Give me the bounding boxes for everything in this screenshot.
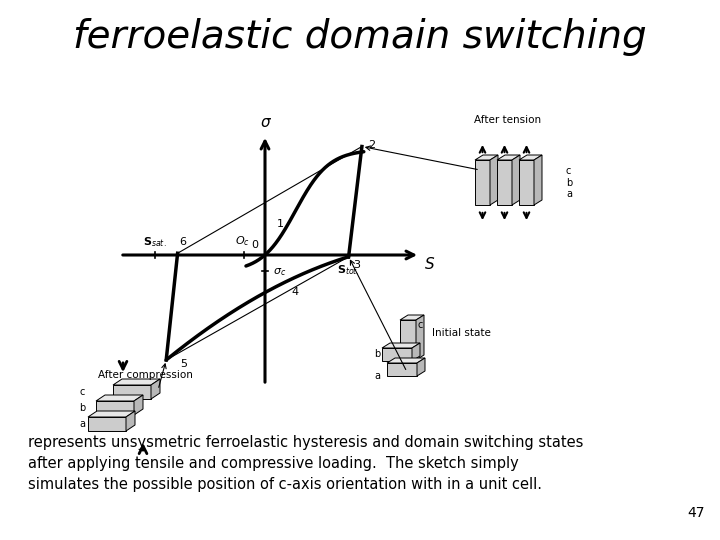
- Polygon shape: [387, 358, 425, 363]
- Text: 6: 6: [179, 237, 186, 247]
- Text: represents unsysmetric ferroelastic hysteresis and domain switching states
after: represents unsysmetric ferroelastic hyst…: [28, 435, 583, 492]
- Polygon shape: [382, 343, 420, 348]
- Text: 3: 3: [354, 260, 361, 270]
- Text: c: c: [417, 320, 423, 330]
- Polygon shape: [512, 155, 520, 205]
- Text: Initial state: Initial state: [432, 328, 491, 338]
- Text: ferroelastic domain switching: ferroelastic domain switching: [73, 18, 647, 56]
- Polygon shape: [534, 155, 542, 205]
- Polygon shape: [497, 160, 512, 205]
- Text: b: b: [566, 178, 572, 187]
- Polygon shape: [88, 411, 135, 417]
- Polygon shape: [490, 155, 498, 205]
- Polygon shape: [412, 343, 420, 361]
- Polygon shape: [497, 155, 520, 160]
- Polygon shape: [417, 358, 425, 376]
- Polygon shape: [113, 385, 151, 399]
- Polygon shape: [475, 160, 490, 205]
- Polygon shape: [88, 417, 126, 431]
- Text: 4: 4: [292, 287, 299, 297]
- Polygon shape: [400, 315, 424, 320]
- Text: b: b: [374, 349, 380, 359]
- Text: b: b: [78, 403, 85, 413]
- Text: After tension: After tension: [474, 115, 541, 125]
- Text: $\sigma_c$: $\sigma_c$: [273, 266, 287, 278]
- Polygon shape: [126, 411, 135, 431]
- Polygon shape: [519, 160, 534, 205]
- Polygon shape: [382, 348, 412, 361]
- Polygon shape: [416, 315, 424, 360]
- Text: $\mathbf{S}_{sat.}$: $\mathbf{S}_{sat.}$: [143, 235, 166, 249]
- Text: c: c: [80, 387, 85, 397]
- Text: After compression: After compression: [98, 370, 193, 380]
- Text: 2: 2: [368, 139, 375, 150]
- Text: 5: 5: [180, 359, 186, 369]
- Polygon shape: [151, 379, 160, 399]
- Text: c: c: [566, 166, 572, 176]
- Text: a: a: [374, 371, 380, 381]
- Text: a: a: [79, 419, 85, 429]
- Text: $O_c$: $O_c$: [235, 234, 250, 248]
- Text: S: S: [425, 257, 435, 272]
- Text: 47: 47: [688, 506, 705, 520]
- Polygon shape: [519, 155, 542, 160]
- Text: $\sigma$: $\sigma$: [260, 115, 272, 130]
- Polygon shape: [387, 363, 417, 376]
- Text: $\mathbf{S}_{tot.}$: $\mathbf{S}_{tot.}$: [337, 263, 360, 277]
- Polygon shape: [134, 395, 143, 415]
- Polygon shape: [400, 320, 416, 360]
- Polygon shape: [113, 379, 160, 385]
- Polygon shape: [96, 395, 143, 401]
- Polygon shape: [475, 155, 498, 160]
- Text: 1: 1: [276, 219, 284, 229]
- Text: 0: 0: [251, 240, 258, 250]
- Polygon shape: [96, 401, 134, 415]
- Text: a: a: [566, 189, 572, 199]
